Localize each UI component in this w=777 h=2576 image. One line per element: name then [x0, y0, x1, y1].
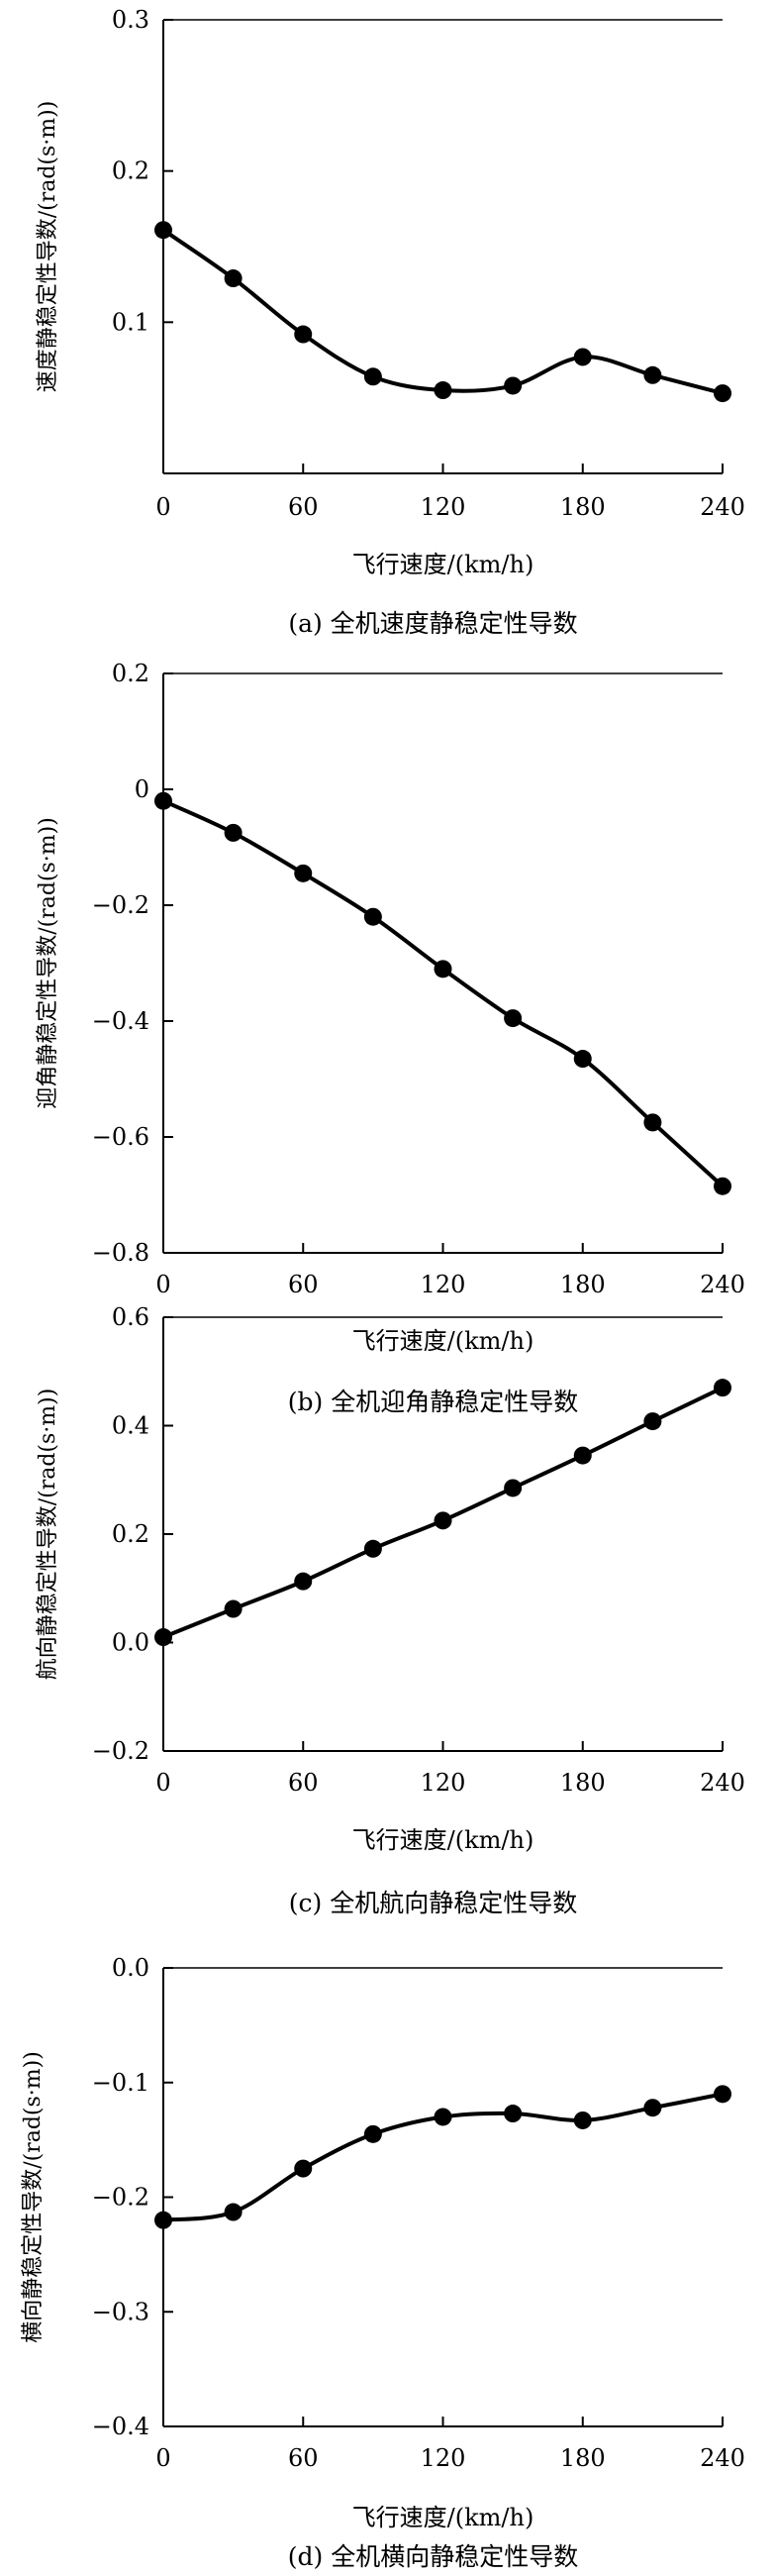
x-tick-label: 180: [560, 493, 606, 521]
chart-panel-4: 0.0 −0.1 −0.2 −0.3 −0.40 60 120 180 240 飞行速度/(km/…: [21, 1954, 745, 2571]
y-tick-label: −0.1: [92, 2069, 149, 2097]
data-point: [573, 348, 592, 366]
y-tick-label: −0.2: [92, 1737, 149, 1765]
x-tick-label: 120: [421, 2444, 466, 2472]
y-tick-label: −0.3: [92, 2298, 149, 2325]
chart-caption: (d) 全机横向静稳定性导数: [288, 2542, 578, 2571]
data-point: [643, 1113, 662, 1132]
x-tick-label: 60: [288, 493, 319, 521]
data-point: [154, 221, 172, 240]
chart-caption: (a) 全机速度静稳定性导数: [288, 609, 577, 638]
y-tick-label: −0.4: [92, 2413, 149, 2440]
y-tick-label: 0.0: [112, 1629, 149, 1657]
data-point: [224, 823, 243, 842]
data-point: [643, 365, 662, 384]
x-tick-label: 0: [155, 1769, 170, 1797]
y-tick-label: 0.2: [112, 157, 149, 185]
x-tick-label: 180: [560, 1769, 606, 1797]
data-point: [504, 1479, 523, 1497]
x-tick-label: 180: [560, 1271, 606, 1298]
x-tick-label: 120: [421, 493, 466, 521]
data-point: [154, 2211, 172, 2229]
data-point: [363, 2124, 382, 2143]
data-point: [154, 1628, 172, 1647]
y-tick-label: −0.4: [92, 1007, 149, 1035]
x-tick-label: 240: [700, 1271, 745, 1298]
data-point: [434, 381, 452, 400]
y-axis-label: 速度静稳定性导数/(rad(s·m)): [36, 101, 60, 393]
data-point: [154, 791, 172, 810]
data-point: [573, 1050, 592, 1069]
data-point: [573, 2111, 592, 2129]
x-tick-label: 120: [421, 1769, 466, 1797]
x-axis-label: 飞行速度/(km/h): [352, 1327, 534, 1355]
y-tick-label: 0.4: [112, 1412, 149, 1440]
chart-panel-2: 0.20−0.2−0.4−0.6−0.80 60 120 180 240飞行速度/(km…: [36, 660, 745, 1416]
y-tick-label: −0.2: [92, 2184, 149, 2212]
x-tick-label: 240: [700, 2444, 745, 2472]
chart-caption: (b) 全机迎角静稳定性导数: [288, 1388, 578, 1416]
x-axis-label: 飞行速度/(km/h): [352, 2504, 534, 2531]
data-point: [643, 1412, 662, 1431]
data-point: [714, 384, 731, 403]
y-tick-label: 0.6: [112, 1303, 149, 1331]
data-point: [504, 1009, 523, 1028]
chart-panel-3: 0.6 0.4 0.2 0.0 −0.20 60 120 180 240 飞行速度/(km/h) 航…: [36, 1303, 745, 1917]
data-point: [643, 2099, 662, 2117]
y-tick-label: −0.2: [92, 891, 149, 919]
data-point: [434, 2108, 452, 2126]
data-point: [224, 2203, 243, 2221]
data-point: [714, 1177, 731, 1195]
series-line: [161, 228, 724, 396]
data-point: [504, 376, 523, 395]
data-point: [504, 2105, 523, 2123]
data-point: [714, 2085, 731, 2104]
x-tick-label: 0: [155, 1271, 170, 1298]
data-point: [363, 907, 382, 926]
y-tick-label: 0.2: [112, 660, 149, 687]
data-point: [294, 2159, 313, 2178]
data-point: [573, 1446, 592, 1465]
x-tick-label: 0: [155, 493, 170, 521]
y-tick-label: 0.2: [112, 1520, 149, 1548]
x-tick-label: 60: [288, 2444, 319, 2472]
data-point: [363, 1539, 382, 1558]
data-point: [363, 367, 382, 386]
data-point: [224, 1599, 243, 1618]
x-tick-label: 0: [155, 2444, 170, 2472]
data-point: [294, 1572, 313, 1591]
y-tick-label: 0.1: [112, 308, 149, 336]
data-point: [224, 269, 243, 288]
series-line: [162, 798, 725, 1188]
y-tick-label: 0.3: [112, 6, 149, 34]
x-tick-label: 120: [421, 1271, 466, 1298]
x-tick-label: 240: [700, 493, 745, 521]
y-axis-label: 横向静稳定性导数/(rad(s·m)): [21, 2051, 46, 2343]
x-tick-label: 180: [560, 2444, 606, 2472]
chart-panel-1: 0.3 0.2 0.1 0 60 120 180 240 飞行速度/(km/h) 速度静稳定性导数…: [36, 6, 745, 638]
data-point: [294, 325, 313, 344]
y-axis-label: 迎角静稳定性导数/(rad(s·m)): [36, 817, 60, 1109]
y-tick-label: 0.0: [112, 1954, 149, 1982]
data-point: [714, 1379, 731, 1397]
y-tick-label: −0.6: [92, 1123, 149, 1151]
x-tick-label: 60: [288, 1769, 319, 1797]
x-axis-label: 飞行速度/(km/h): [352, 551, 534, 578]
x-tick-label: 240: [700, 1769, 745, 1797]
data-point: [434, 1511, 452, 1530]
x-axis-label: 飞行速度/(km/h): [352, 1826, 534, 1854]
data-point: [434, 960, 452, 979]
y-axis-label: 航向静稳定性导数/(rad(s·m)): [36, 1389, 60, 1681]
chart-caption: (c) 全机航向静稳定性导数: [289, 1889, 577, 1917]
x-tick-label: 60: [288, 1271, 319, 1298]
y-tick-label: −0.8: [92, 1239, 149, 1267]
data-point: [294, 864, 313, 882]
y-tick-label: 0: [135, 775, 149, 803]
